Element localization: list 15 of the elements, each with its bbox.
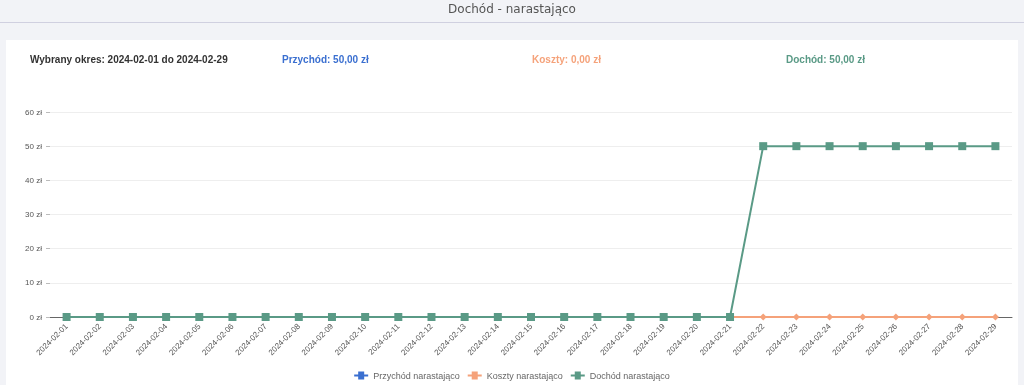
y-tick-label: 30 zł (25, 210, 43, 219)
y-tick-label: 60 zł (25, 107, 43, 117)
legend-label: Koszty narastająco (486, 370, 563, 381)
text: Dochód: 50,00 zł (786, 54, 865, 65)
y-tick-label: 40 zł (25, 175, 43, 185)
y-tick-label: 0 zł (29, 312, 43, 322)
y-tick-label: 50 zł (25, 141, 43, 151)
text: Koszty: 0,00 zł (532, 54, 601, 65)
text: Przychód: 50,00 zł (282, 54, 369, 65)
y-tick-label: 10 zł (25, 278, 43, 288)
legend-label: Dochód narastająco (589, 370, 670, 381)
chart-title: Dochód - narastająco (447, 2, 577, 16)
text: Wybrany okres: 2024-02-01 do 2024-02-29 (30, 54, 228, 65)
legend-label: Przychód narastająco (373, 370, 460, 381)
y-tick-label: 20 zł (25, 244, 43, 254)
